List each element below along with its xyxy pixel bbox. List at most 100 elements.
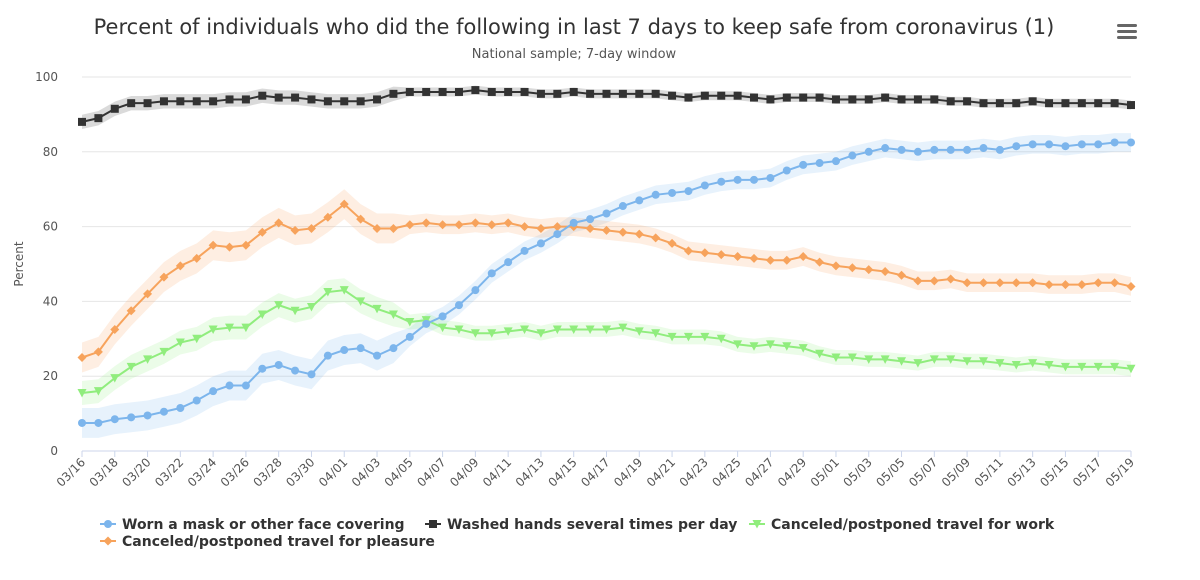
data-point[interactable]: [946, 355, 956, 364]
data-point[interactable]: [536, 89, 545, 98]
data-point[interactable]: [307, 95, 316, 104]
data-point[interactable]: [847, 353, 857, 363]
data-point[interactable]: [1110, 362, 1120, 372]
legend-item[interactable]: Worn a mask or other face covering: [100, 517, 405, 533]
data-point[interactable]: [552, 325, 562, 334]
data-point[interactable]: [831, 157, 840, 166]
data-point[interactable]: [225, 381, 234, 390]
data-point[interactable]: [930, 95, 939, 104]
data-point[interactable]: [913, 95, 922, 104]
data-point[interactable]: [864, 265, 874, 275]
data-point[interactable]: [422, 87, 431, 96]
data-point[interactable]: [175, 261, 185, 271]
data-point[interactable]: [192, 97, 201, 106]
data-point[interactable]: [946, 274, 956, 284]
data-point[interactable]: [470, 218, 480, 228]
data-point[interactable]: [536, 239, 545, 248]
data-point[interactable]: [618, 202, 627, 211]
data-point[interactable]: [651, 329, 661, 338]
data-point[interactable]: [356, 214, 366, 224]
data-point[interactable]: [684, 187, 693, 196]
data-point[interactable]: [700, 332, 710, 342]
data-point[interactable]: [586, 215, 595, 224]
data-point[interactable]: [963, 97, 972, 106]
data-point[interactable]: [1011, 278, 1021, 288]
data-point[interactable]: [503, 218, 513, 228]
data-point[interactable]: [881, 93, 890, 102]
data-point[interactable]: [651, 89, 660, 98]
data-point[interactable]: [667, 332, 677, 342]
data-point[interactable]: [323, 288, 333, 297]
data-point[interactable]: [978, 278, 988, 288]
data-point[interactable]: [979, 144, 988, 153]
data-point[interactable]: [765, 340, 775, 349]
data-point[interactable]: [438, 87, 447, 96]
data-point[interactable]: [913, 276, 923, 286]
data-point[interactable]: [192, 334, 202, 344]
data-point[interactable]: [454, 220, 464, 230]
data-point[interactable]: [864, 95, 873, 104]
data-point[interactable]: [405, 87, 414, 96]
data-point[interactable]: [733, 175, 742, 184]
data-point[interactable]: [274, 301, 284, 310]
data-point[interactable]: [438, 323, 448, 333]
data-point[interactable]: [815, 159, 824, 168]
data-point[interactable]: [602, 209, 611, 218]
data-point[interactable]: [749, 342, 759, 351]
data-point[interactable]: [978, 357, 988, 366]
data-point[interactable]: [847, 263, 857, 273]
data-point[interactable]: [651, 233, 661, 243]
data-point[interactable]: [1110, 99, 1119, 108]
data-point[interactable]: [815, 257, 825, 267]
data-point[interactable]: [1093, 362, 1103, 372]
data-point[interactable]: [77, 353, 87, 362]
data-point[interactable]: [258, 364, 267, 373]
data-point[interactable]: [831, 95, 840, 104]
data-point[interactable]: [618, 89, 627, 98]
data-point[interactable]: [634, 229, 644, 239]
data-point[interactable]: [1028, 97, 1037, 106]
data-point[interactable]: [471, 286, 480, 295]
data-point[interactable]: [765, 255, 775, 265]
data-point[interactable]: [257, 310, 267, 319]
data-point[interactable]: [487, 87, 496, 96]
data-point[interactable]: [192, 396, 201, 405]
data-point[interactable]: [683, 332, 693, 342]
data-point[interactable]: [307, 370, 316, 379]
data-point[interactable]: [602, 89, 611, 98]
data-point[interactable]: [126, 362, 136, 372]
data-point[interactable]: [470, 329, 480, 338]
data-point[interactable]: [1126, 364, 1136, 374]
data-point[interactable]: [799, 160, 808, 169]
data-point[interactable]: [897, 270, 907, 280]
data-point[interactable]: [241, 323, 251, 333]
data-point[interactable]: [995, 99, 1004, 108]
data-point[interactable]: [1077, 280, 1087, 290]
data-point[interactable]: [192, 253, 202, 263]
data-point[interactable]: [306, 303, 316, 312]
data-point[interactable]: [716, 334, 726, 344]
data-point[interactable]: [274, 93, 283, 102]
data-point[interactable]: [143, 411, 152, 420]
data-point[interactable]: [421, 218, 431, 228]
data-point[interactable]: [881, 144, 890, 153]
data-point[interactable]: [306, 223, 316, 233]
data-point[interactable]: [159, 347, 169, 357]
data-point[interactable]: [78, 117, 86, 126]
data-point[interactable]: [930, 145, 939, 154]
data-point[interactable]: [733, 91, 742, 100]
data-point[interactable]: [258, 91, 267, 100]
data-point[interactable]: [963, 145, 972, 154]
data-point[interactable]: [454, 301, 463, 310]
data-point[interactable]: [208, 325, 218, 334]
data-point[interactable]: [799, 93, 808, 102]
data-point[interactable]: [700, 91, 709, 100]
data-point[interactable]: [127, 413, 136, 422]
data-point[interactable]: [503, 327, 513, 336]
data-point[interactable]: [569, 87, 578, 96]
data-point[interactable]: [1044, 280, 1054, 290]
data-point[interactable]: [1127, 138, 1135, 147]
data-point[interactable]: [569, 218, 578, 227]
data-point[interactable]: [143, 99, 152, 108]
data-point[interactable]: [372, 304, 382, 314]
